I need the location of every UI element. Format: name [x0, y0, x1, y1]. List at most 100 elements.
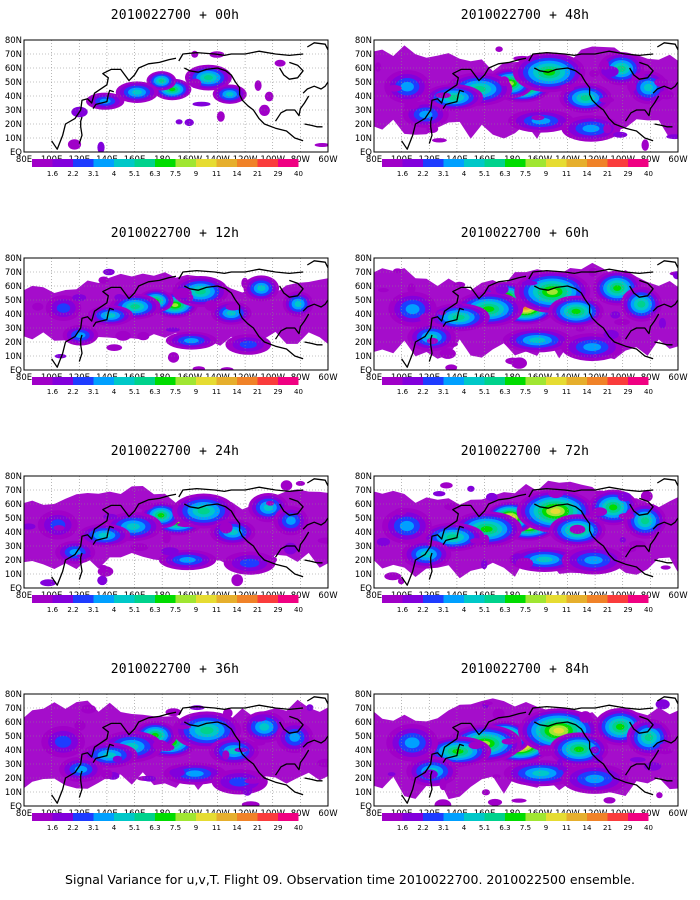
variance-patch	[515, 557, 534, 569]
variance-field	[24, 40, 328, 152]
lat-tick-label: 50N	[5, 296, 22, 306]
colorbar-label: 9	[544, 824, 548, 832]
colorbar-swatch	[546, 813, 567, 821]
lon-tick-label: 80E	[366, 591, 382, 601]
variance-patch	[295, 481, 305, 486]
colorbar-label: 1.6	[397, 388, 409, 396]
panel-title: 2010022700 + 72h	[460, 444, 590, 459]
colorbar-swatch	[443, 377, 464, 385]
lat-tick-label: 30N	[355, 324, 372, 334]
colorbar-label: 40	[294, 824, 303, 832]
colorbar-swatch	[525, 159, 546, 167]
variance-patch	[448, 341, 458, 347]
map-gridlines	[24, 258, 328, 370]
lat-tick-label: 70N	[355, 704, 372, 714]
colorbar-swatch	[464, 377, 485, 385]
map-panel: 2010022700 + 12h EQ 10N 20N 30N 40N 50N 60N 70N 8…	[0, 218, 350, 436]
colorbar-swatch	[196, 813, 217, 821]
variance-patch	[394, 508, 407, 516]
colorbar-label: 21	[603, 606, 612, 614]
variance-map: EQ10N20N30N40N50N60N70N80N80E100E120E140…	[5, 472, 338, 614]
lat-tick-label: 10N	[355, 788, 372, 798]
colorbar-label: 21	[603, 388, 612, 396]
variance-contour	[404, 737, 420, 749]
variance-patch	[161, 547, 179, 556]
variance-contour	[157, 513, 165, 518]
lon-tick-label: 80W	[291, 373, 311, 383]
colorbar: 1.6 2.2 3.1 4 5.1 6.3 7.5 9 11 14 21 29 40	[32, 595, 303, 614]
variance-contour	[179, 557, 196, 563]
colorbar-swatch	[155, 813, 176, 821]
colorbar-label: 2.2	[67, 388, 78, 396]
lat-tick-label: 40N	[355, 92, 372, 102]
lon-tick-label: 80E	[366, 373, 382, 383]
colorbar-swatch	[196, 595, 217, 603]
colorbar-label: 5.1	[129, 388, 140, 396]
colorbar-label: 7.5	[170, 170, 181, 178]
lat-tick-label: 60N	[355, 500, 372, 510]
variance-patch	[590, 746, 599, 754]
colorbar-label: 9	[194, 824, 198, 832]
lon-tick-label: 60W	[318, 155, 338, 165]
colorbar-swatch	[93, 813, 114, 821]
variance-contour	[585, 774, 605, 784]
variance-contour	[536, 556, 553, 563]
variance-contour	[452, 314, 465, 320]
colorbar-swatch	[237, 159, 258, 167]
variance-map: EQ10N20N30N40N50N60N70N80N80E100E120E140…	[355, 690, 688, 832]
lat-tick-label: EQ	[360, 802, 372, 812]
variance-patch	[192, 366, 205, 370]
variance-patch	[482, 701, 493, 706]
lon-tick-label: 60W	[318, 591, 338, 601]
colorbar-label: 29	[624, 824, 633, 832]
variance-patch	[231, 574, 243, 587]
variance-contour	[184, 338, 199, 344]
colorbar-swatch	[257, 377, 278, 385]
colorbar-label: 4	[462, 170, 467, 178]
colorbar-swatch	[155, 595, 176, 603]
variance-patch	[612, 131, 628, 138]
variance-patch	[252, 741, 266, 746]
colorbar-swatch	[237, 377, 258, 385]
variance-patch	[404, 100, 420, 110]
variance-patch	[98, 276, 109, 284]
colorbar-swatch	[525, 813, 546, 821]
variance-patch	[244, 778, 261, 784]
colorbar-swatch	[175, 595, 196, 603]
colorbar-swatch	[73, 813, 94, 821]
map-panel: 2010022700 + 00h EQ 10N 20N 30N 40N 50N 60N 70N 8…	[0, 0, 350, 218]
colorbar-swatch	[216, 813, 237, 821]
variance-patch	[376, 537, 390, 547]
colorbar-label: 4	[462, 606, 467, 614]
colorbar-swatch	[607, 377, 628, 385]
lat-tick-label: EQ	[360, 584, 372, 594]
colorbar-swatch	[175, 377, 196, 385]
colorbar-swatch	[402, 377, 423, 385]
colorbar-swatch	[546, 159, 567, 167]
colorbar-swatch	[443, 159, 464, 167]
lat-tick-label: 30N	[355, 760, 372, 770]
panel-title: 2010022700 + 84h	[460, 662, 590, 677]
colorbar: 1.6 2.2 3.1 4 5.1 6.3 7.5 9 11 14 21 29 40	[32, 813, 303, 832]
colorbar-label: 29	[624, 606, 633, 614]
variance-patch	[432, 138, 447, 143]
variance-patch	[32, 302, 44, 311]
colorbar-swatch	[257, 813, 278, 821]
colorbar-label: 6.3	[149, 170, 160, 178]
colorbar-swatch	[566, 377, 587, 385]
variance-patch	[97, 575, 108, 586]
colorbar-label: 5.1	[479, 824, 490, 832]
variance-patch	[175, 119, 183, 125]
lat-tick-label: 50N	[355, 514, 372, 524]
variance-patch	[439, 778, 447, 791]
variance-patch	[486, 492, 498, 502]
variance-contour	[643, 83, 654, 92]
lat-tick-label: 80N	[355, 472, 372, 482]
colorbar-label: 1.6	[47, 824, 59, 832]
variance-patch	[666, 134, 678, 140]
variance-patch	[166, 327, 180, 332]
variance-contour	[203, 75, 213, 81]
colorbar-label: 40	[644, 170, 653, 178]
variance-contour	[609, 504, 618, 511]
colorbar: 1.6 2.2 3.1 4 5.1 6.3 7.5 9 11 14 21 29 40	[382, 813, 653, 832]
